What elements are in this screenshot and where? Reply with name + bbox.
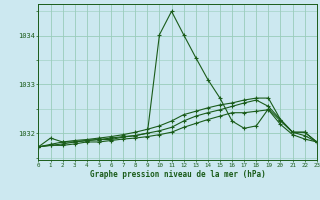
X-axis label: Graphe pression niveau de la mer (hPa): Graphe pression niveau de la mer (hPa)	[90, 170, 266, 179]
